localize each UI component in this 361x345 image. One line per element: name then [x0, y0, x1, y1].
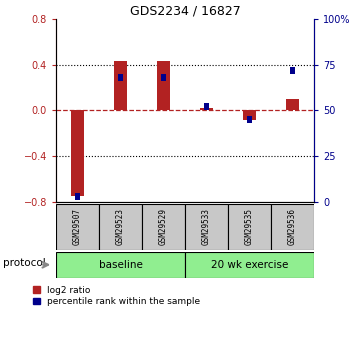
- Bar: [200, 108, 213, 110]
- Text: GSM29523: GSM29523: [116, 208, 125, 245]
- Bar: [142, 204, 185, 250]
- Bar: [247, 116, 252, 123]
- Text: 20 wk exercise: 20 wk exercise: [211, 260, 288, 270]
- Text: baseline: baseline: [99, 260, 143, 270]
- Bar: [185, 204, 228, 250]
- Text: GSM29507: GSM29507: [73, 208, 82, 245]
- Bar: [114, 61, 127, 110]
- Legend: log2 ratio, percentile rank within the sample: log2 ratio, percentile rank within the s…: [34, 286, 200, 306]
- Text: protocol: protocol: [3, 258, 45, 268]
- Bar: [185, 252, 314, 278]
- Title: GDS2234 / 16827: GDS2234 / 16827: [130, 5, 240, 18]
- Bar: [228, 204, 271, 250]
- Bar: [75, 193, 80, 200]
- Bar: [161, 74, 166, 81]
- Text: GSM29533: GSM29533: [202, 208, 211, 245]
- Bar: [271, 204, 314, 250]
- Bar: [243, 110, 256, 119]
- Text: GSM29535: GSM29535: [245, 208, 254, 245]
- Bar: [71, 110, 84, 196]
- Bar: [286, 99, 299, 110]
- Bar: [290, 67, 295, 73]
- Text: GSM29536: GSM29536: [288, 208, 297, 245]
- Bar: [56, 252, 185, 278]
- Text: GSM29529: GSM29529: [159, 208, 168, 245]
- Bar: [157, 61, 170, 110]
- Bar: [204, 103, 209, 110]
- Bar: [56, 204, 99, 250]
- Bar: [118, 74, 123, 81]
- Bar: [99, 204, 142, 250]
